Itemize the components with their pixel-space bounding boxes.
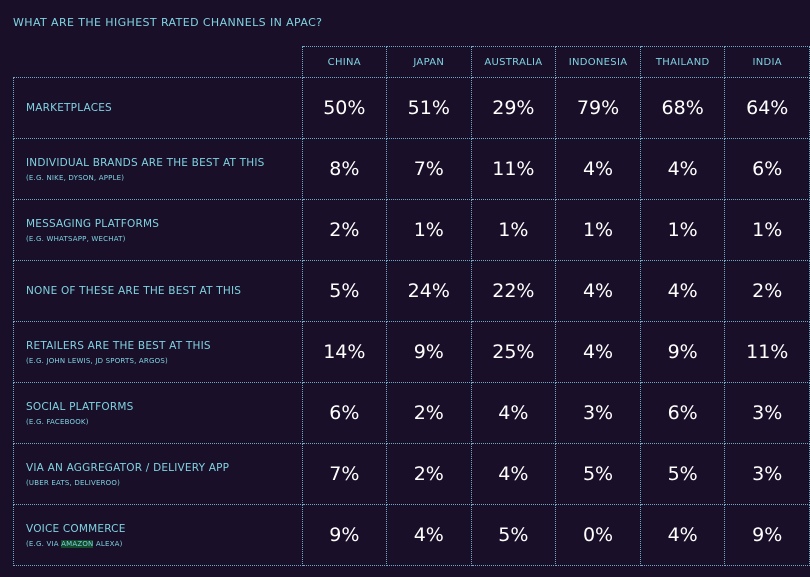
value-cell-china: 5%	[301, 260, 388, 322]
table-row: VIA AN AGGREGATOR / DELIVERY APP (UBER EA…	[13, 443, 810, 505]
column-header-indonesia: INDONESIA	[555, 46, 641, 78]
row-sublabel-part: ALEXA)	[93, 539, 123, 548]
row-header: MARKETPLACES	[13, 77, 303, 139]
value-cell-australia: 25%	[470, 321, 557, 383]
value-cell-thailand: 9%	[639, 321, 726, 383]
value-cell-japan: 2%	[386, 382, 472, 444]
value-cell-japan: 2%	[386, 443, 472, 505]
table-row: NONE OF THESE ARE THE BEST AT THIS 5% 24% 2…	[13, 260, 810, 322]
value-cell-china: 2%	[301, 199, 388, 261]
value-cell-india: 6%	[724, 138, 810, 200]
column-header-australia: AUSTRALIA	[470, 46, 557, 78]
row-sublabel: (E.G. WHATSAPP, WECHAT)	[26, 234, 126, 243]
row-label: INDIVIDUAL BRANDS ARE THE BEST AT THIS	[26, 156, 265, 169]
row-header: NONE OF THESE ARE THE BEST AT THIS	[13, 260, 303, 322]
value-cell-thailand: 68%	[639, 77, 726, 139]
value-cell-australia: 4%	[470, 443, 557, 505]
value-cell-thailand: 4%	[639, 138, 726, 200]
value-cell-indonesia: 4%	[555, 260, 641, 322]
value-cell-china: 50%	[301, 77, 388, 139]
table-row: SOCIAL PLATFORMS (E.G. FACEBOOK) 6% 2% 4% 3% 6…	[13, 382, 810, 444]
value-cell-indonesia: 79%	[555, 77, 641, 139]
value-cell-china: 6%	[301, 382, 388, 444]
table-row: RETAILERS ARE THE BEST AT THIS (E.G. JOHN…	[13, 321, 810, 383]
value-cell-china: 8%	[301, 138, 388, 200]
value-cell-japan: 24%	[386, 260, 472, 322]
value-cell-thailand: 4%	[639, 504, 726, 566]
value-cell-indonesia: 1%	[555, 199, 641, 261]
header-row: CHINA JAPAN AUSTRALIA INDONESIA THAILAND…	[13, 46, 810, 78]
value-cell-japan: 4%	[386, 504, 472, 566]
row-header: VOICE COMMERCE (E.G. VIA AMAZON ALEXA)	[13, 504, 303, 566]
row-sublabel: (E.G. JOHN LEWIS, JD SPORTS, ARGOS)	[26, 356, 168, 365]
row-label: NONE OF THESE ARE THE BEST AT THIS	[26, 285, 242, 297]
table-body: MARKETPLACES 50% 51% 29% 79% 68% 64% INDIVIDUAL…	[13, 77, 810, 566]
value-cell-thailand: 4%	[639, 260, 726, 322]
value-cell-thailand: 6%	[639, 382, 726, 444]
value-cell-australia: 4%	[470, 382, 557, 444]
value-cell-india: 1%	[724, 199, 810, 261]
value-cell-australia: 1%	[470, 199, 557, 261]
value-cell-australia: 11%	[470, 138, 557, 200]
table-row: MARKETPLACES 50% 51% 29% 79% 68% 64%	[13, 77, 810, 139]
value-cell-india: 64%	[724, 77, 810, 139]
value-cell-indonesia: 0%	[555, 504, 641, 566]
row-label: MARKETPLACES	[26, 102, 112, 114]
row-sublabel: (UBER EATS, DELIVEROO)	[26, 478, 121, 487]
value-cell-india: 2%	[724, 260, 810, 322]
value-cell-thailand: 1%	[639, 199, 726, 261]
value-cell-india: 3%	[724, 443, 810, 505]
row-header: MESSAGING PLATFORMS (E.G. WHATSAPP, WECHA…	[13, 199, 303, 261]
value-cell-china: 7%	[301, 443, 388, 505]
column-header-japan: JAPAN	[386, 46, 472, 78]
value-cell-thailand: 5%	[639, 443, 726, 505]
value-cell-indonesia: 4%	[555, 138, 641, 200]
value-cell-japan: 1%	[386, 199, 472, 261]
channels-table: CHINA JAPAN AUSTRALIA INDONESIA THAILAND…	[13, 46, 810, 566]
value-cell-indonesia: 5%	[555, 443, 641, 505]
row-label: RETAILERS ARE THE BEST AT THIS	[26, 339, 211, 352]
row-header: VIA AN AGGREGATOR / DELIVERY APP (UBER EA…	[13, 443, 303, 505]
value-cell-indonesia: 4%	[555, 321, 641, 383]
table-row: INDIVIDUAL BRANDS ARE THE BEST AT THIS (E…	[13, 138, 810, 200]
value-cell-japan: 7%	[386, 138, 472, 200]
value-cell-india: 11%	[724, 321, 810, 383]
corner-cell	[13, 46, 303, 78]
row-header: RETAILERS ARE THE BEST AT THIS (E.G. JOHN…	[13, 321, 303, 383]
row-label: VIA AN AGGREGATOR / DELIVERY APP	[26, 461, 230, 474]
row-sublabel-part: (E.G. VIA	[26, 539, 62, 548]
row-label: SOCIAL PLATFORMS	[26, 400, 134, 413]
column-header-china: CHINA	[301, 46, 388, 78]
value-cell-china: 9%	[301, 504, 388, 566]
table-row: VOICE COMMERCE (E.G. VIA AMAZON ALEXA) 9% 4…	[13, 504, 810, 566]
row-label: VOICE COMMERCE	[26, 522, 126, 535]
chart-title: WHAT ARE THE HIGHEST RATED CHANNELS IN A…	[13, 16, 323, 29]
column-header-thailand: THAILAND	[639, 46, 726, 78]
table-row: MESSAGING PLATFORMS (E.G. WHATSAPP, WECHA…	[13, 199, 810, 261]
row-header: SOCIAL PLATFORMS (E.G. FACEBOOK)	[13, 382, 303, 444]
value-cell-australia: 29%	[470, 77, 557, 139]
value-cell-australia: 5%	[470, 504, 557, 566]
value-cell-australia: 22%	[470, 260, 557, 322]
value-cell-china: 14%	[301, 321, 388, 383]
row-sublabel: (E.G. VIA AMAZON ALEXA)	[26, 539, 302, 548]
row-label: MESSAGING PLATFORMS	[26, 217, 160, 230]
value-cell-indonesia: 3%	[555, 382, 641, 444]
column-header-india: INDIA	[724, 46, 810, 78]
row-sublabel: (E.G. NIKE, DYSON, APPLE)	[26, 173, 125, 182]
value-cell-india: 3%	[724, 382, 810, 444]
value-cell-india: 9%	[724, 504, 810, 566]
row-header: INDIVIDUAL BRANDS ARE THE BEST AT THIS (E…	[13, 138, 303, 200]
highlighted-text: AMAZON	[61, 539, 94, 548]
value-cell-japan: 51%	[386, 77, 472, 139]
value-cell-japan: 9%	[386, 321, 472, 383]
row-sublabel: (E.G. FACEBOOK)	[26, 417, 89, 426]
